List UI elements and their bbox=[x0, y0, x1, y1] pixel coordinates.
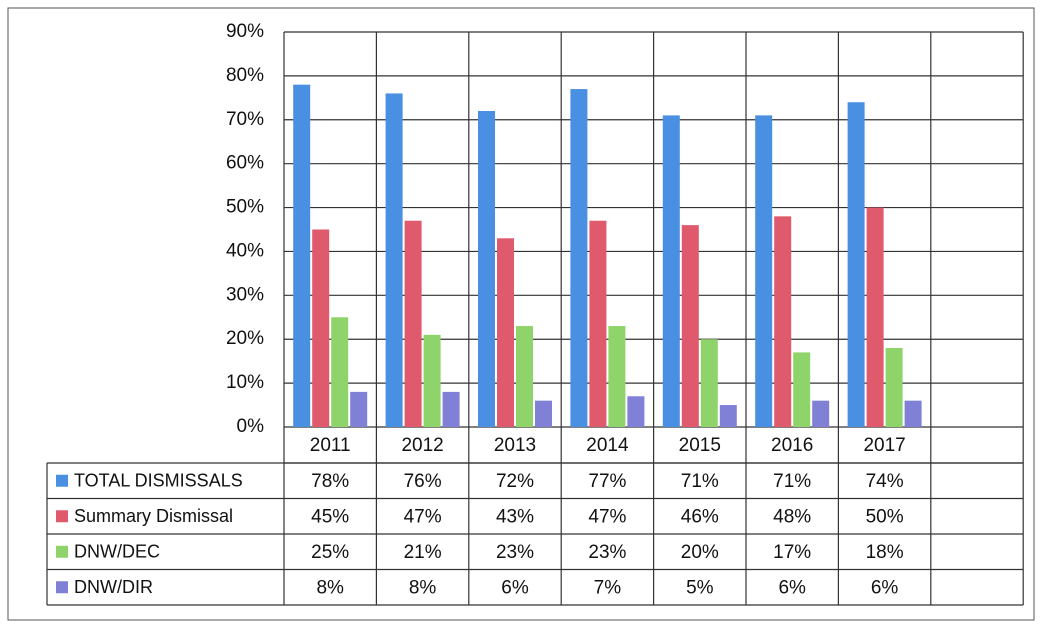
table-cell: 23% bbox=[588, 542, 626, 563]
bar bbox=[350, 391, 368, 427]
y-tick-label: 10% bbox=[226, 372, 264, 393]
bar bbox=[812, 400, 830, 427]
bar bbox=[385, 93, 403, 427]
bar bbox=[535, 400, 552, 427]
table-cell: 47% bbox=[404, 506, 442, 527]
legend-swatch bbox=[56, 581, 68, 594]
bar bbox=[627, 396, 645, 427]
y-tick-label: 40% bbox=[226, 240, 264, 261]
y-tick-label: 60% bbox=[226, 153, 264, 174]
table-cell: 76% bbox=[404, 471, 442, 492]
table-cell: 74% bbox=[866, 471, 904, 492]
bar bbox=[755, 115, 773, 427]
bar bbox=[700, 339, 718, 427]
category-label: 2014 bbox=[586, 435, 629, 456]
table-cell: 47% bbox=[588, 506, 626, 527]
bar bbox=[404, 220, 422, 427]
table-cell: 50% bbox=[866, 506, 904, 527]
table-cell: 46% bbox=[681, 506, 719, 527]
table-cell: 6% bbox=[501, 577, 529, 598]
y-tick-label: 70% bbox=[226, 109, 264, 130]
table-cell: 6% bbox=[871, 577, 899, 598]
bar bbox=[904, 400, 922, 427]
table-cell: 77% bbox=[588, 471, 626, 492]
y-tick-label: 50% bbox=[226, 197, 264, 218]
bar bbox=[516, 326, 533, 427]
y-tick-label: 90% bbox=[226, 21, 264, 42]
bar bbox=[570, 89, 588, 428]
category-label: 2017 bbox=[863, 435, 905, 456]
bar bbox=[293, 84, 311, 428]
bar bbox=[478, 111, 495, 427]
table-cell: 17% bbox=[773, 542, 811, 563]
bar bbox=[885, 348, 903, 427]
table-cell: 18% bbox=[866, 542, 904, 563]
legend-swatch bbox=[56, 510, 68, 523]
bar bbox=[793, 352, 811, 427]
category-label: 2012 bbox=[401, 435, 443, 456]
bar bbox=[608, 326, 626, 427]
table-cell: 8% bbox=[409, 577, 437, 598]
category-label: 2011 bbox=[310, 435, 351, 456]
table-cell: 71% bbox=[773, 471, 811, 492]
legend-label: DNW/DEC bbox=[74, 542, 160, 562]
bar bbox=[442, 391, 460, 427]
table-cell: 43% bbox=[496, 506, 534, 527]
bar bbox=[497, 238, 514, 427]
table-cell: 5% bbox=[686, 577, 714, 598]
y-tick-label: 80% bbox=[226, 65, 264, 86]
y-tick-label: 20% bbox=[226, 328, 264, 349]
table-cell: 72% bbox=[496, 471, 534, 492]
table-cell: 23% bbox=[496, 542, 534, 563]
outer-frame bbox=[7, 7, 1035, 621]
bar bbox=[866, 207, 884, 427]
legend-label: DNW/DIR bbox=[74, 577, 153, 597]
bar bbox=[331, 317, 349, 427]
table-cell: 25% bbox=[311, 542, 349, 563]
y-tick-label: 0% bbox=[237, 416, 265, 437]
table-cell: 48% bbox=[773, 506, 811, 527]
legend-swatch bbox=[56, 545, 68, 558]
bar bbox=[662, 115, 680, 427]
bar bbox=[312, 229, 330, 427]
table-cell: 6% bbox=[778, 577, 806, 598]
table-cell: 78% bbox=[311, 471, 349, 492]
bar bbox=[719, 405, 737, 427]
bar bbox=[423, 334, 441, 427]
y-tick-label: 30% bbox=[226, 284, 264, 305]
bar bbox=[847, 102, 865, 427]
legend-label: Summary Dismissal bbox=[74, 506, 233, 526]
table-cell: 45% bbox=[311, 506, 349, 527]
table-cell: 71% bbox=[681, 471, 719, 492]
table-cell: 8% bbox=[316, 577, 344, 598]
legend-swatch bbox=[56, 474, 68, 487]
category-label: 2016 bbox=[771, 435, 813, 456]
category-label: 2015 bbox=[679, 435, 721, 456]
table-cell: 21% bbox=[404, 542, 442, 563]
bar bbox=[589, 220, 607, 427]
bar bbox=[681, 225, 699, 427]
legend-label: TOTAL DISMISSALS bbox=[74, 471, 243, 491]
bar bbox=[774, 216, 792, 427]
category-label: 2013 bbox=[494, 435, 536, 456]
table-cell: 7% bbox=[594, 577, 622, 598]
table-cell: 20% bbox=[681, 542, 719, 563]
